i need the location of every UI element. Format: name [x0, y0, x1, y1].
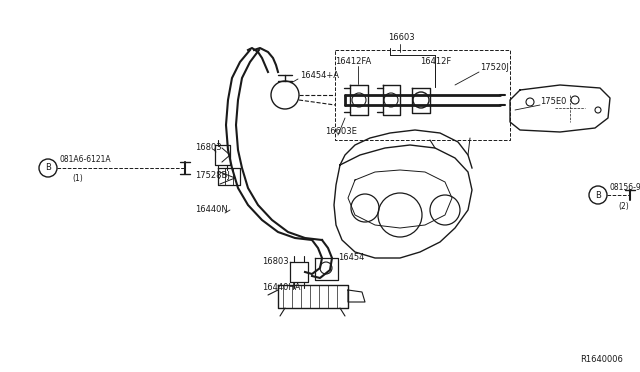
Text: 17520J: 17520J [480, 64, 509, 73]
Text: (2): (2) [618, 202, 628, 211]
Text: 16412FA: 16412FA [335, 58, 371, 67]
Text: 08156-9251F: 08156-9251F [610, 183, 640, 192]
Text: (1): (1) [72, 174, 83, 183]
Text: 16603: 16603 [388, 33, 415, 42]
Text: 16440HA: 16440HA [262, 283, 301, 292]
Text: 081A6-6121A: 081A6-6121A [59, 155, 111, 164]
Text: 16603E: 16603E [325, 128, 357, 137]
Text: B: B [45, 164, 51, 173]
Text: 16803: 16803 [262, 257, 289, 266]
Text: 16454: 16454 [338, 253, 364, 263]
Text: B: B [595, 190, 601, 199]
Text: 16803: 16803 [195, 142, 221, 151]
Text: 16440N: 16440N [195, 205, 228, 215]
Text: 16454+A: 16454+A [300, 71, 339, 80]
Text: R1640006: R1640006 [580, 356, 623, 365]
Text: 175E0: 175E0 [540, 97, 566, 106]
Text: 16412F: 16412F [420, 58, 451, 67]
Text: 17528BJ: 17528BJ [195, 170, 230, 180]
